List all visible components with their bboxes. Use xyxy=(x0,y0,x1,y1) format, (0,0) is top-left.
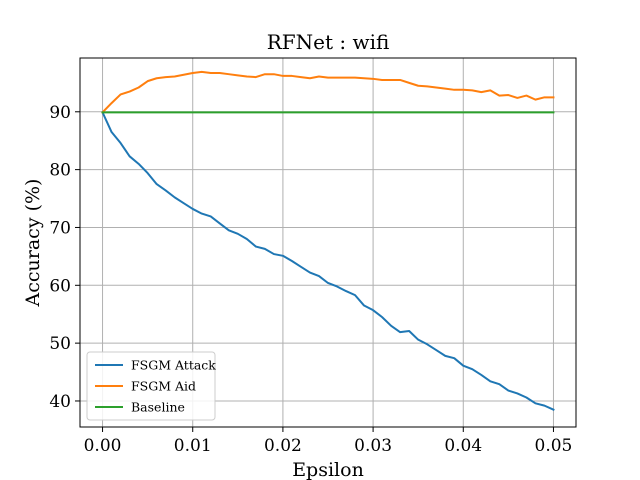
x-axis-label: Epsilon xyxy=(292,459,364,480)
x-tick-label: 0.03 xyxy=(354,436,392,456)
series-line-fsgm-aid xyxy=(101,70,555,114)
series-line-fsgm-attack xyxy=(101,111,555,411)
y-tick-label: 50 xyxy=(49,334,71,354)
legend-box xyxy=(86,351,216,421)
y-tick-label: 40 xyxy=(49,392,71,412)
y-tick-label: 80 xyxy=(49,161,71,181)
chart-title: RFNet : wifi xyxy=(267,30,390,54)
y-tick-label: 70 xyxy=(49,218,71,238)
x-tick-label: 0.04 xyxy=(444,436,482,456)
legend-label-fsgm-aid: FSGM Aid xyxy=(131,379,196,394)
legend-label-fsgm-attack: FSGM Attack xyxy=(131,358,216,373)
x-tick-label: 0.00 xyxy=(84,436,122,456)
y-tick-label: 90 xyxy=(49,103,71,123)
x-tick-label: 0.05 xyxy=(535,436,573,456)
x-tick-label: 0.01 xyxy=(174,436,212,456)
series-lines xyxy=(101,70,555,411)
y-axis-label: Accuracy (%) xyxy=(22,179,44,308)
legend: FSGM Attack FSGM Aid Baseline xyxy=(86,351,216,421)
axis-ticks: 0.00 0.01 0.02 0.03 0.04 0.05 40 50 60 70 80 90 xyxy=(49,103,572,456)
legend-label-baseline: Baseline xyxy=(131,400,185,415)
plot-frame xyxy=(79,57,577,428)
y-tick-label: 60 xyxy=(49,276,71,296)
x-tick-label: 0.02 xyxy=(264,436,302,456)
